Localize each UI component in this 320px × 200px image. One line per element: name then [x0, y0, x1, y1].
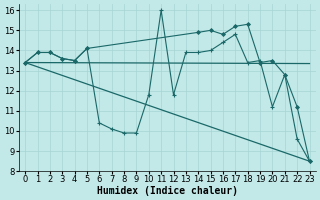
X-axis label: Humidex (Indice chaleur): Humidex (Indice chaleur) — [97, 186, 238, 196]
